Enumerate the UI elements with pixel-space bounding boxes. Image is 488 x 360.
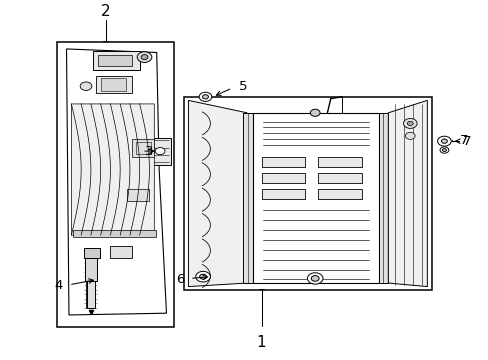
Polygon shape xyxy=(132,139,154,157)
Text: 6: 6 xyxy=(175,273,183,286)
Circle shape xyxy=(442,149,446,152)
Polygon shape xyxy=(387,100,427,287)
Circle shape xyxy=(403,118,416,129)
Text: 5: 5 xyxy=(238,80,246,93)
Polygon shape xyxy=(101,78,126,91)
Circle shape xyxy=(199,274,206,279)
Text: 7: 7 xyxy=(462,135,470,148)
Polygon shape xyxy=(253,113,378,283)
Polygon shape xyxy=(73,230,156,237)
Text: 4: 4 xyxy=(55,279,63,292)
Polygon shape xyxy=(87,281,95,308)
Polygon shape xyxy=(93,51,140,70)
Text: 7: 7 xyxy=(459,134,468,147)
Circle shape xyxy=(307,273,323,284)
Polygon shape xyxy=(110,246,132,258)
Circle shape xyxy=(137,52,152,62)
Text: 1: 1 xyxy=(256,335,266,350)
Polygon shape xyxy=(378,113,387,283)
Polygon shape xyxy=(317,157,361,167)
Circle shape xyxy=(311,276,319,281)
Text: 3: 3 xyxy=(144,145,153,158)
Polygon shape xyxy=(261,189,305,199)
Polygon shape xyxy=(242,113,253,283)
Circle shape xyxy=(407,121,412,126)
Polygon shape xyxy=(188,100,246,287)
Polygon shape xyxy=(98,55,132,66)
Circle shape xyxy=(439,147,448,153)
Polygon shape xyxy=(317,189,361,199)
Circle shape xyxy=(437,136,450,146)
Circle shape xyxy=(441,139,447,143)
Polygon shape xyxy=(71,104,154,235)
Circle shape xyxy=(310,109,320,116)
Polygon shape xyxy=(83,248,100,258)
Circle shape xyxy=(405,132,414,139)
Polygon shape xyxy=(183,97,431,290)
Circle shape xyxy=(141,55,148,60)
Polygon shape xyxy=(261,157,305,167)
Text: 2: 2 xyxy=(101,4,110,19)
Circle shape xyxy=(199,92,211,102)
Polygon shape xyxy=(149,138,170,165)
Polygon shape xyxy=(127,189,149,202)
Circle shape xyxy=(202,95,208,99)
Polygon shape xyxy=(261,174,305,183)
Polygon shape xyxy=(85,258,97,281)
Circle shape xyxy=(155,148,164,155)
Polygon shape xyxy=(57,42,173,327)
Circle shape xyxy=(80,82,92,90)
Circle shape xyxy=(195,271,210,282)
Polygon shape xyxy=(66,49,166,315)
Polygon shape xyxy=(317,174,361,183)
Polygon shape xyxy=(96,76,132,93)
